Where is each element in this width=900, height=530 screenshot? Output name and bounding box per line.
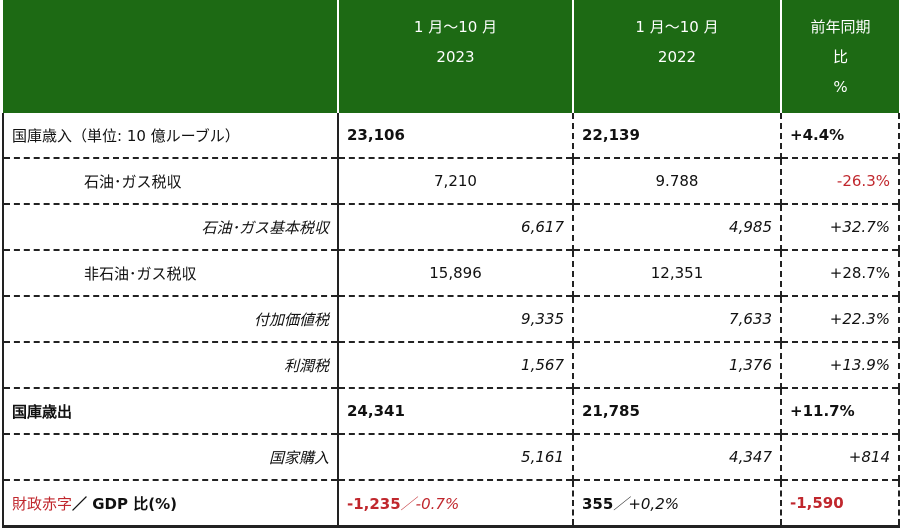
value-2022: 355／+0,2%: [572, 479, 781, 528]
value-2022: 21,785: [572, 387, 781, 434]
gdp-ratio: ／-0.7%: [400, 494, 460, 513]
table-row-revenue: 国庫歳入（単位: 10 億ルーブル） 23,106 22,139 +4.4%: [2, 113, 900, 158]
value-2022: 9.788: [572, 157, 781, 204]
change-value: +22.3%: [780, 295, 900, 342]
row-label: 国庫歳入（単位: 10 億ルーブル）: [2, 113, 338, 158]
header-period: 1 月～10 月: [635, 17, 719, 36]
deficit-value: 355: [582, 494, 614, 513]
value-2022: 4,347: [572, 433, 781, 480]
value-2022: 1,376: [572, 341, 781, 388]
header-change-line: 比: [832, 47, 848, 66]
value-2023: 1,567: [337, 341, 573, 388]
table-row-deficit: 財政赤字／ GDP 比(%) -1,235／-0.7% 355／+0,2% -1…: [2, 479, 900, 528]
table-row-profit-tax: 利潤税 1,567 1,376 +13.9%: [2, 341, 900, 388]
change-value: +4.4%: [780, 113, 900, 158]
table-row-state-procurement: 国家購入 5,161 4,347 +814: [2, 433, 900, 480]
header-change-line: 前年同期: [810, 17, 871, 36]
value-2023: 24,341: [337, 387, 573, 434]
change-value: +32.7%: [780, 203, 900, 250]
header-year: 2023: [436, 47, 475, 66]
table-row-non-oil-gas: 非石油･ガス税収 15,896 12,351 +28.7%: [2, 249, 900, 296]
header-2022: 1 月～10 月 2022: [572, 0, 781, 113]
table-row-oil-gas: 石油･ガス税収 7,210 9.788 -26.3%: [2, 157, 900, 204]
table-row-vat: 付加価値税 9,335 7,633 +22.3%: [2, 295, 900, 342]
change-value: +13.9%: [780, 341, 900, 388]
header-year: 2022: [657, 47, 697, 66]
table-row-oil-gas-base: 石油･ガス基本税収 6,617 4,985 +32.7%: [2, 203, 900, 250]
gdp-ratio: ／+0,2%: [613, 494, 679, 513]
deficit-value: -1,235: [347, 494, 401, 513]
value-2023: 23,106: [337, 113, 573, 158]
deficit-label: 財政赤字: [12, 494, 73, 513]
change-value: +11.7%: [780, 387, 900, 434]
header-change: 前年同期比%: [780, 0, 899, 113]
header-row: 1 月～10 月 2023 1 月～10 月 2022 前年同期比%: [3, 0, 899, 113]
value-2023: 5,161: [337, 433, 573, 480]
row-label: 非石油･ガス税収: [2, 249, 338, 296]
row-label: 利潤税: [2, 341, 338, 388]
header-change-line: %: [833, 77, 848, 96]
value-2022: 22,139: [572, 113, 781, 158]
table-row-expenditure: 国庫歳出 24,341 21,785 +11.7%: [2, 387, 900, 434]
value-2023: 7,210: [337, 157, 573, 204]
gdp-ratio-label: ／ GDP 比(%): [72, 494, 177, 513]
value-2023: 9,335: [337, 295, 573, 342]
row-label: 国家購入: [2, 433, 338, 480]
value-2022: 12,351: [572, 249, 781, 296]
row-label: 石油･ガス税収: [2, 157, 338, 204]
row-label: 石油･ガス基本税収: [2, 203, 338, 250]
header-period: 1 月～10 月: [413, 17, 498, 36]
row-label: 国庫歳出: [2, 387, 338, 434]
header-2023: 1 月～10 月 2023: [337, 0, 573, 113]
value-2023: 15,896: [337, 249, 573, 296]
header-blank: [3, 0, 338, 113]
value-2023: -1,235／-0.7%: [337, 479, 573, 528]
change-value: +28.7%: [780, 249, 900, 296]
value-2022: 4,985: [572, 203, 781, 250]
value-2022: 7,633: [572, 295, 781, 342]
change-value: -1,590: [780, 479, 900, 528]
row-label: 財政赤字／ GDP 比(%): [2, 479, 338, 528]
change-value: +814: [780, 433, 900, 480]
value-2023: 6,617: [337, 203, 573, 250]
row-label: 付加価値税: [2, 295, 338, 342]
change-value: -26.3%: [780, 157, 900, 204]
